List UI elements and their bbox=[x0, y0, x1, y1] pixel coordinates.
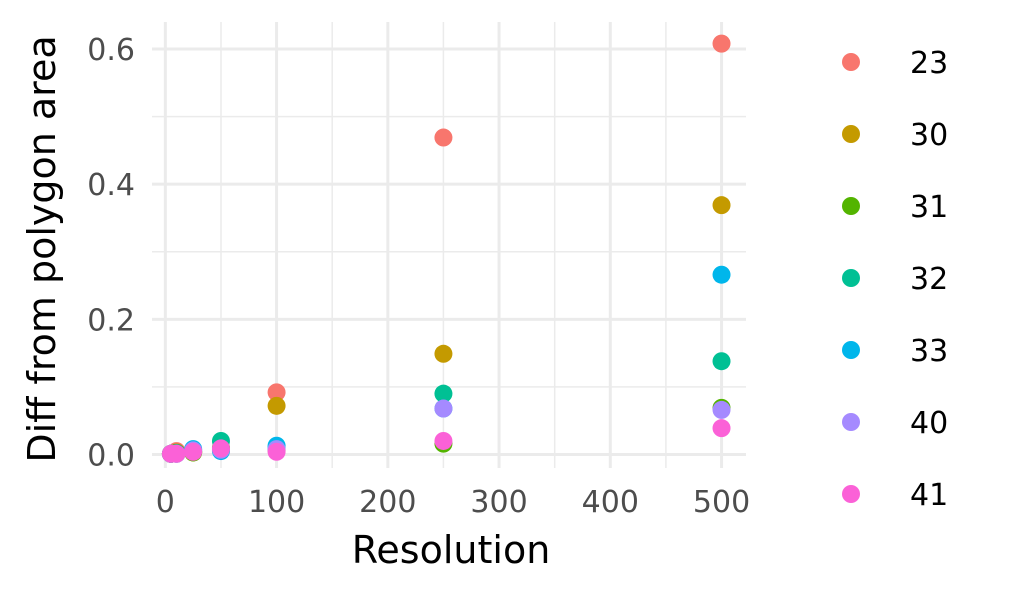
data-point-40 bbox=[712, 400, 731, 419]
x-tick-label: 500 bbox=[693, 485, 750, 520]
data-point-41 bbox=[712, 419, 731, 438]
grid bbox=[152, 22, 746, 468]
data-point-23 bbox=[267, 383, 286, 402]
data-point-32 bbox=[434, 384, 453, 403]
legend-key-41 bbox=[842, 485, 860, 503]
data-point-32 bbox=[712, 352, 731, 371]
x-tick-label: 0 bbox=[156, 485, 175, 520]
data-point-33 bbox=[712, 265, 731, 284]
data-point-30 bbox=[434, 344, 453, 363]
legend-label-30: 30 bbox=[910, 118, 948, 153]
legend-label-33: 33 bbox=[910, 334, 948, 369]
y-tick-label: 0.4 bbox=[87, 168, 135, 203]
data-point-40 bbox=[434, 399, 453, 418]
data-points bbox=[161, 34, 731, 463]
data-point-30 bbox=[267, 396, 286, 415]
legend: 23 30 31 32 33 40 41 bbox=[842, 46, 948, 513]
legend-key-32 bbox=[842, 269, 860, 287]
y-tick-label: 0.2 bbox=[87, 303, 135, 338]
data-point-41 bbox=[267, 442, 286, 461]
data-point-41 bbox=[167, 444, 186, 463]
data-point-30 bbox=[712, 196, 731, 215]
legend-label-41: 41 bbox=[910, 478, 948, 513]
legend-key-40 bbox=[842, 413, 860, 431]
legend-key-33 bbox=[842, 341, 860, 359]
legend-label-32: 32 bbox=[910, 262, 948, 297]
legend-key-23 bbox=[842, 53, 860, 71]
y-axis-ticks: 0.0 0.2 0.4 0.6 bbox=[87, 33, 135, 473]
data-point-41 bbox=[211, 439, 230, 458]
x-axis-title: Resolution bbox=[352, 528, 551, 572]
x-tick-label: 300 bbox=[470, 485, 527, 520]
y-tick-label: 0.0 bbox=[87, 438, 135, 473]
x-tick-label: 200 bbox=[359, 485, 416, 520]
y-axis-title: Diff from polygon area bbox=[20, 35, 64, 462]
y-tick-label: 0.6 bbox=[87, 33, 135, 68]
data-point-41 bbox=[434, 431, 453, 450]
x-tick-label: 100 bbox=[248, 485, 305, 520]
x-tick-label: 400 bbox=[582, 485, 639, 520]
data-point-23 bbox=[434, 128, 453, 147]
legend-key-31 bbox=[842, 197, 860, 215]
data-point-23 bbox=[712, 34, 731, 53]
legend-label-40: 40 bbox=[910, 406, 948, 441]
x-axis-ticks: 0 100 200 300 400 500 bbox=[156, 485, 750, 520]
legend-label-31: 31 bbox=[910, 190, 948, 225]
legend-label-23: 23 bbox=[910, 46, 948, 81]
data-point-41 bbox=[184, 442, 203, 461]
legend-key-30 bbox=[842, 125, 860, 143]
